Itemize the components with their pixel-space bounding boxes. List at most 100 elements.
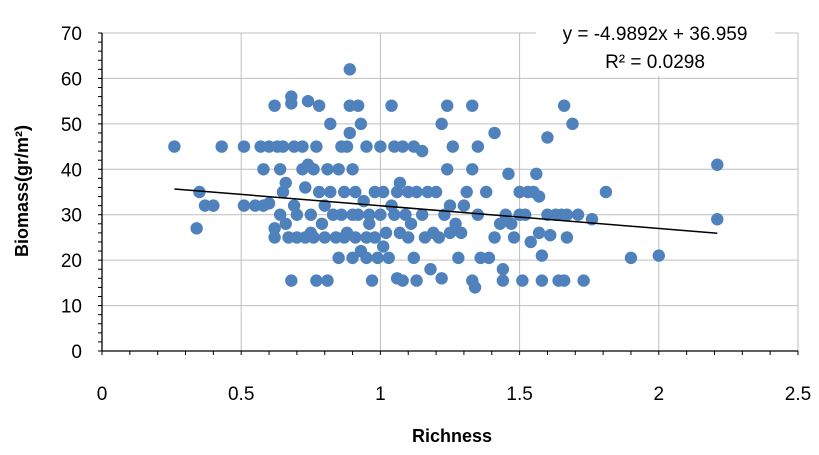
data-point: [338, 185, 351, 199]
data-point: [488, 231, 501, 244]
data-point: [393, 176, 407, 190]
y-tick-label: 20: [61, 251, 82, 272]
data-point: [396, 140, 409, 153]
data-point: [340, 140, 354, 153]
trendline: [174, 188, 718, 234]
data-point: [268, 222, 281, 235]
data-point: [168, 140, 181, 153]
data-point: [237, 140, 251, 153]
x-tick-label: 0.5: [228, 384, 254, 405]
data-point: [443, 199, 457, 212]
data-point: [193, 185, 206, 199]
data-point: [410, 274, 423, 287]
x-tick-label: 1.5: [506, 384, 532, 405]
data-point: [376, 185, 390, 199]
data-point: [507, 231, 521, 244]
data-point: [557, 274, 571, 287]
data-point: [379, 226, 393, 240]
data-point: [307, 163, 320, 176]
data-point: [360, 251, 373, 265]
data-point: [290, 208, 304, 221]
data-point: [382, 251, 395, 265]
data-point: [471, 208, 485, 221]
data-point: [285, 97, 298, 110]
data-point: [449, 217, 462, 230]
data-point: [237, 199, 251, 212]
data-point: [435, 117, 448, 131]
data-point: [310, 274, 323, 287]
data-point: [518, 208, 532, 221]
data-point: [307, 231, 320, 244]
data-point: [399, 208, 412, 221]
data-point: [482, 251, 496, 265]
data-point: [435, 272, 448, 285]
data-point: [279, 176, 292, 190]
data-point: [415, 208, 429, 221]
data-point: [557, 99, 571, 112]
data-point: [496, 274, 510, 287]
data-point: [441, 163, 454, 176]
data-point: [354, 117, 368, 131]
data-point: [466, 99, 479, 112]
data-point: [296, 140, 309, 153]
data-point: [599, 185, 613, 199]
data-point: [530, 167, 543, 181]
data-point: [488, 126, 501, 140]
data-point: [407, 251, 421, 265]
data-point: [207, 199, 220, 212]
data-point: [215, 140, 228, 153]
data-point: [332, 163, 345, 176]
data-point: [279, 217, 292, 230]
data-point: [493, 217, 507, 230]
data-point: [285, 274, 298, 287]
axes: [98, 32, 799, 355]
data-point: [304, 208, 317, 221]
data-point: [652, 249, 665, 262]
data-point: [571, 208, 585, 221]
x-tick-label: 2: [654, 384, 665, 405]
data-point: [268, 231, 281, 244]
tick-labels: 0 0.5 1 1.5 2 2.5 0 10 20 30 40 50 60 70: [61, 24, 811, 405]
data-point: [324, 185, 337, 199]
data-point: [388, 208, 401, 221]
data-point: [441, 99, 454, 112]
data-point: [460, 185, 473, 199]
data-point: [471, 140, 485, 153]
data-point: [457, 199, 471, 212]
data-point: [524, 235, 537, 249]
data-point: [446, 140, 459, 153]
data-point: [711, 158, 724, 171]
data-point: [299, 181, 312, 194]
data-point: [310, 140, 323, 153]
data-point: [363, 217, 376, 230]
r-squared-label: R² = 0.0298: [605, 52, 705, 73]
trendline-group: [174, 188, 718, 234]
data-point: [365, 274, 379, 287]
data-point: [624, 251, 638, 265]
y-tick-label: 50: [61, 115, 82, 136]
data-point: [404, 217, 418, 230]
data-point: [454, 226, 468, 240]
data-point: [577, 274, 590, 287]
data-point: [466, 163, 479, 176]
data-point: [535, 274, 549, 287]
data-point: [312, 99, 326, 112]
data-point: [349, 231, 362, 244]
equation-box: [536, 16, 775, 76]
data-point: [374, 208, 387, 221]
x-tick-label: 0: [97, 384, 108, 405]
data-point: [368, 231, 382, 244]
data-point: [324, 117, 337, 131]
data-point: [301, 94, 315, 108]
data-point: [268, 99, 281, 112]
data-point: [479, 185, 493, 199]
data-point: [376, 240, 390, 253]
data-point: [535, 249, 549, 262]
data-point: [321, 163, 334, 176]
y-tick-label: 40: [61, 160, 82, 181]
data-point: [318, 231, 331, 244]
data-point: [273, 208, 287, 221]
data-point: [346, 163, 359, 176]
data-point: [374, 140, 387, 153]
